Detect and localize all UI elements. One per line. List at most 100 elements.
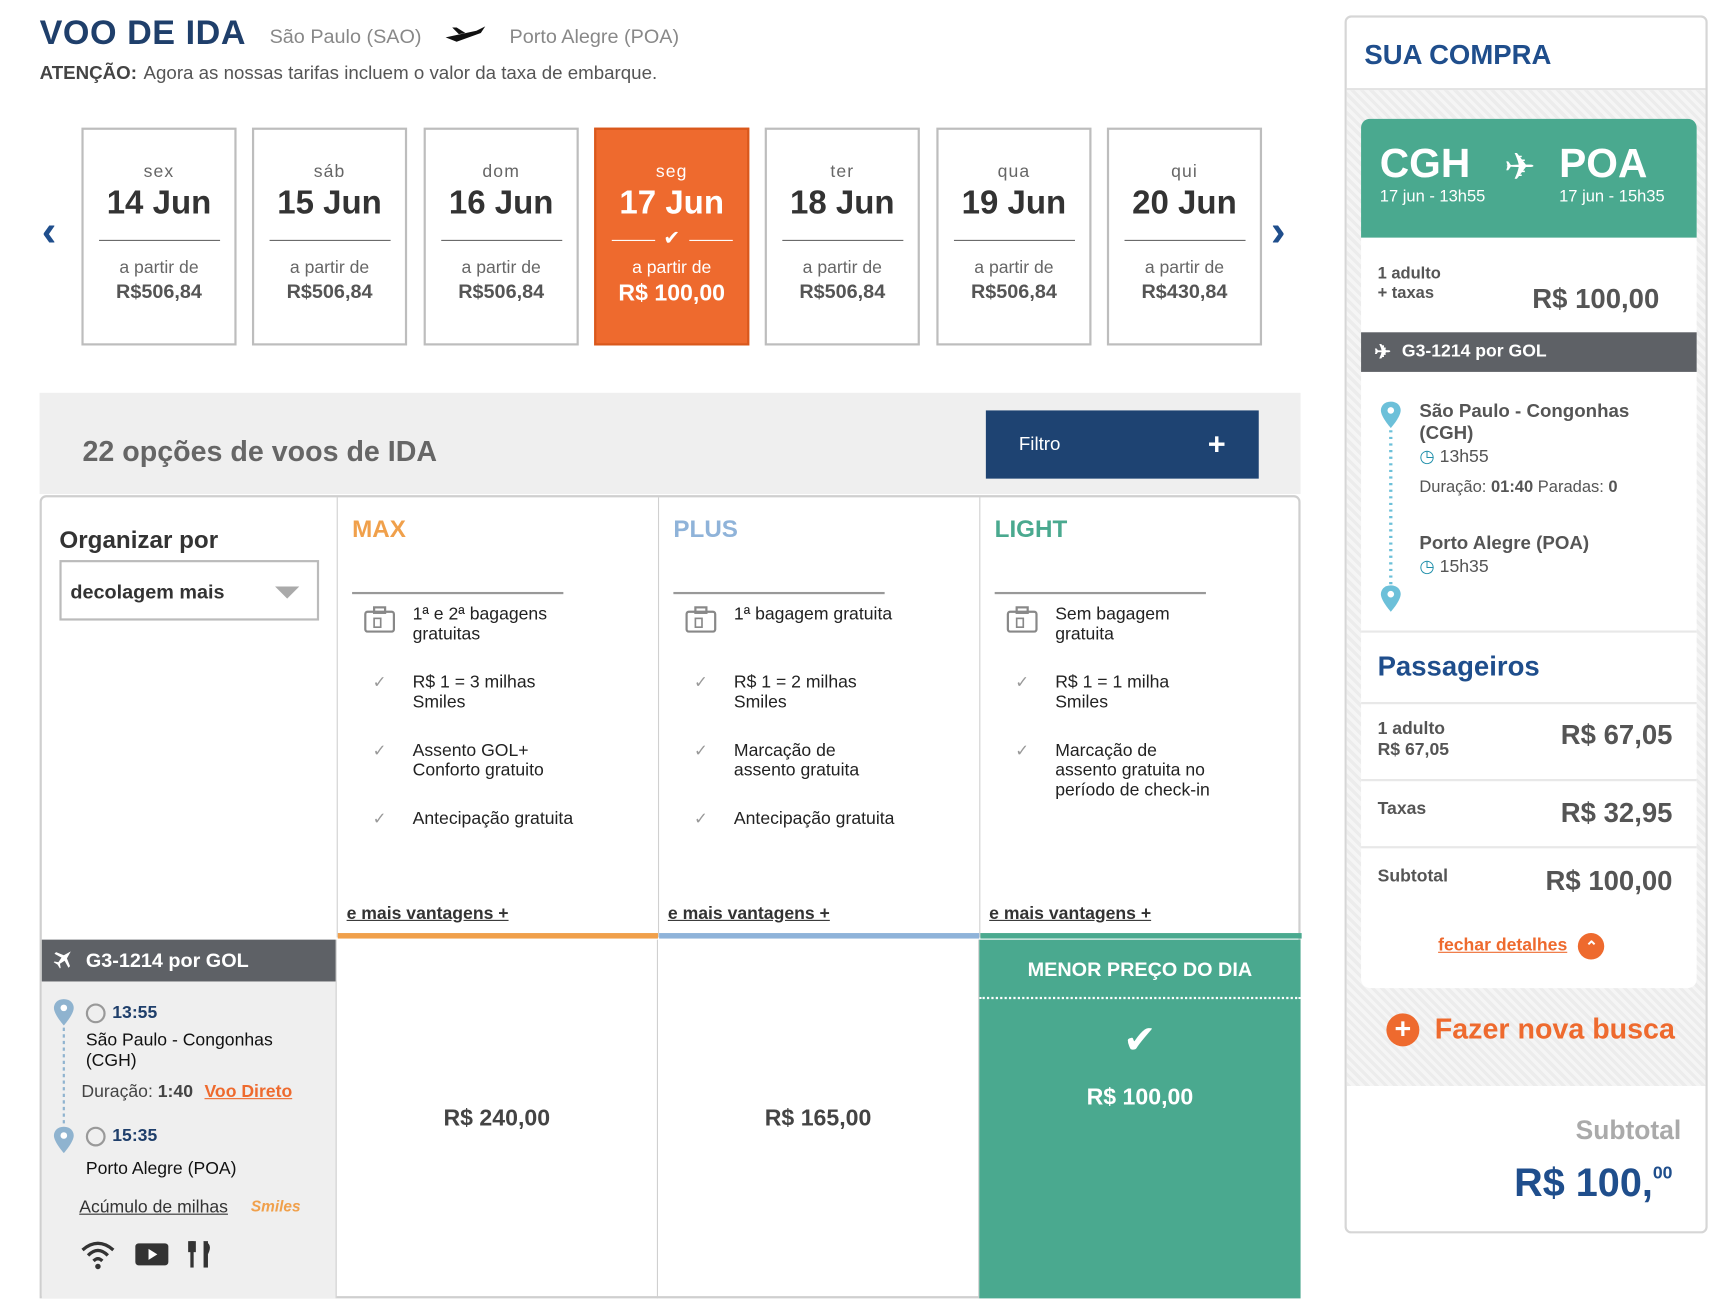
summary-title: SUA COMPRA <box>1364 39 1552 71</box>
miles-link[interactable]: Acúmulo de milhas <box>79 1198 228 1217</box>
date-card[interactable]: ter 18 Jun a partir de R$506,84 <box>764 127 920 346</box>
route-summary: São Paulo (SAO) Porto Alegre (POA) <box>270 24 679 49</box>
date-divider <box>98 239 220 241</box>
amenities <box>79 1239 215 1280</box>
footer-cents: 00 <box>1652 1164 1673 1183</box>
close-details-link[interactable]: fechar detalhes ⌃ <box>1438 933 1605 960</box>
more-benefits-link[interactable]: e mais vantagens + <box>346 904 509 924</box>
date-card[interactable]: sex 14 Jun a partir de R$506,84 <box>81 127 237 346</box>
date-from-label: a partir de <box>289 258 370 278</box>
adult-label: 1 adulto <box>1377 719 1446 739</box>
subtotal-price: R$ 100,00 <box>1545 865 1673 897</box>
clock-icon: ◷ <box>1419 447 1435 467</box>
date-day: 20 Jun <box>1132 184 1237 222</box>
check-icon: ✔ <box>654 226 689 250</box>
flight-header: G3-1214 por GOL <box>41 939 336 982</box>
check-icon: ✓ <box>372 809 387 829</box>
dropdown-arrow-icon <box>275 586 300 599</box>
date-from-label: a partir de <box>461 258 541 278</box>
prev-dates-button[interactable]: ‹ <box>42 207 57 257</box>
fare-feature: Sem bagagem gratuita <box>1006 605 1221 645</box>
fare-feature-text: R$ 1 = 3 milhas Smiles <box>412 673 536 712</box>
summary-arr-time-row: ◷ 15h35 <box>1419 556 1488 578</box>
summary-body: CGH ✈ POA 17 jun - 13h55 17 jun - 15h35 … <box>1346 90 1706 1086</box>
price-light-selected[interactable]: MENOR PREÇO DO DIA ✔ R$ 100,00 <box>979 939 1301 1299</box>
fare-color-bar <box>980 933 1302 939</box>
date-day: 19 Jun <box>961 184 1067 222</box>
plane-icon <box>444 24 488 49</box>
flight-row: G3-1214 por GOL 13:55 São Paulo - Congon… <box>41 939 1301 1299</box>
fare-column-light: LIGHT Sem bagagem gratuita ✓ R$ 1 = 1 milha… <box>980 497 1302 939</box>
new-search-label: Fazer nova busca <box>1434 1012 1675 1046</box>
taxes-price: R$ 32,95 <box>1560 797 1673 829</box>
date-weekday: sex <box>143 162 175 182</box>
departure-time: 13:55 <box>85 1003 157 1024</box>
date-card[interactable]: qua 19 Jun a partir de R$506,84 <box>936 127 1092 346</box>
summary-card: CGH ✈ POA 17 jun - 13h55 17 jun - 15h35 … <box>1361 118 1697 989</box>
duration-value: 1:40 <box>157 1082 193 1102</box>
passengers-title: Passageiros <box>1377 651 1540 683</box>
date-from-label: a partir de <box>802 258 882 278</box>
plane-icon <box>53 947 75 975</box>
fare-feature-text: Marcação de assento gratuita no período … <box>1055 741 1210 800</box>
footer-total: R$ 100,00 <box>1514 1160 1672 1206</box>
direct-flight-link[interactable]: Voo Direto <box>204 1082 293 1102</box>
fare-feature: ✓ R$ 1 = 3 milhas Smiles <box>363 673 578 713</box>
check-icon: ✓ <box>1015 741 1030 761</box>
date-divider <box>1123 239 1245 241</box>
sort-select[interactable]: decolagem mais <box>59 560 320 621</box>
summary-duration-label: Duração: <box>1419 477 1487 497</box>
date-from-label: a partir de <box>974 258 1054 278</box>
date-card[interactable]: seg 17 Jun ✔ a partir de R$ 100,00 <box>594 127 750 346</box>
pax-summary: 1 adulto + taxas <box>1378 264 1441 304</box>
date-from-label: a partir de <box>1144 258 1225 278</box>
fare-divider <box>673 591 885 595</box>
plane-icon: ✈ <box>1374 340 1391 363</box>
route-line-icon <box>53 999 74 1154</box>
purchase-summary: SUA COMPRA CGH ✈ POA 17 jun - 13h55 17 j… <box>1344 15 1708 1234</box>
close-details-label: fechar detalhes <box>1438 936 1568 956</box>
divider <box>1361 630 1697 633</box>
price-max[interactable]: R$ 240,00 <box>337 939 658 1299</box>
fare-feature-text: 1ª bagagem gratuita <box>733 605 893 624</box>
date-price: R$506,84 <box>286 280 373 303</box>
filter-label: Filtro <box>1018 433 1061 455</box>
summary-dep-time-row: ◷ 13h55 <box>1419 446 1488 468</box>
smiles-logo: Smiles <box>250 1197 301 1215</box>
fare-feature-text: R$ 1 = 2 milhas Smiles <box>733 673 857 712</box>
check-icon: ✔ <box>1123 1016 1157 1062</box>
to-time: 17 jun - 15h35 <box>1559 187 1665 206</box>
filter-button[interactable]: Filtro + <box>985 410 1259 479</box>
date-card[interactable]: dom 16 Jun a partir de R$506,84 <box>423 127 579 346</box>
flight-info-panel: G3-1214 por GOL 13:55 São Paulo - Congon… <box>41 939 337 1299</box>
new-search-button[interactable]: + Fazer nova busca <box>1386 1012 1675 1046</box>
more-benefits-link[interactable]: e mais vantagens + <box>667 904 830 924</box>
price-plus[interactable]: R$ 165,00 <box>658 939 980 1299</box>
more-benefits-link[interactable]: e mais vantagens + <box>989 904 1152 924</box>
options-bar: 22 opções de voos de IDA Filtro + <box>39 392 1301 495</box>
divider <box>1361 779 1697 782</box>
fare-feature: ✓ Assento GOL+ Conforto gratuito <box>363 742 578 782</box>
adult-row: 1 adulto R$ 67,05 <box>1378 718 1449 760</box>
meal-icon <box>187 1239 216 1280</box>
summary-dep-place: São Paulo - Congonhas (CGH) <box>1419 400 1630 444</box>
sort-panel: Organizar por decolagem mais <box>42 497 338 938</box>
from-time: 17 jun - 13h55 <box>1379 187 1486 206</box>
fare-feature-text: R$ 1 = 1 milha Smiles <box>1055 673 1170 712</box>
best-price-label: MENOR PREÇO DO DIA <box>979 940 1301 1000</box>
next-dates-button[interactable]: › <box>1271 207 1286 257</box>
footer-subtotal-label: Subtotal <box>1575 1115 1682 1146</box>
chevron-left-icon: ‹ <box>41 206 57 256</box>
date-weekday: sáb <box>313 162 346 182</box>
summary-stops-label: Paradas: <box>1537 477 1604 497</box>
fare-feature: ✓ Marcação de assento gratuita no período… <box>1006 742 1221 801</box>
date-card[interactable]: sáb 15 Jun a partir de R$506,84 <box>251 127 408 346</box>
date-price: R$506,84 <box>458 280 545 303</box>
date-price: R$ 100,00 <box>618 280 726 306</box>
date-divider <box>781 239 903 241</box>
fare-divider <box>994 591 1206 595</box>
fare-column-max: MAX 1ª e 2ª bagagens gratuitas ✓ R$ 1 = 3 m… <box>337 497 660 939</box>
date-day: 15 Jun <box>277 184 382 222</box>
fare-column-plus: PLUS 1ª bagagem gratuita ✓ R$ 1 = 2 milhas … <box>659 497 981 939</box>
date-card[interactable]: qui 20 Jun a partir de R$430,84 <box>1106 127 1263 346</box>
